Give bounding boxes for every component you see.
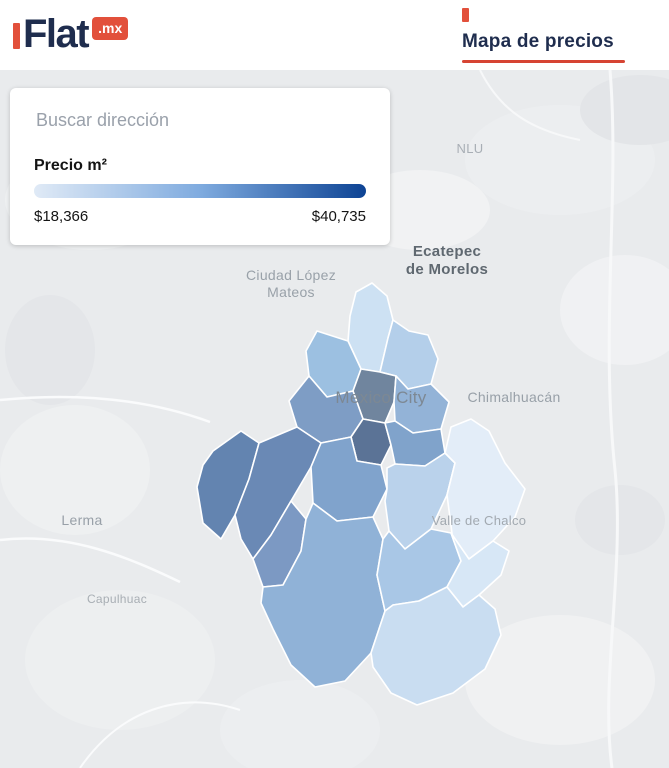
logo-text: Flat — [23, 12, 90, 56]
map-label: Valle de Chalco — [432, 513, 527, 528]
map-region-12[interactable] — [310, 436, 388, 522]
map-region-13[interactable] — [384, 452, 456, 550]
logo-accent-bar — [13, 23, 20, 49]
map-label: NLU — [457, 141, 484, 156]
price-map[interactable]: NLU Ecatepec de Morelos Ciudad López Mateos M… — [0, 70, 669, 768]
nav-title-block: Mapa de precios — [462, 8, 625, 63]
map-region-18[interactable] — [370, 586, 502, 706]
map-region-14[interactable] — [444, 418, 526, 560]
flat-logo[interactable]: Flat .mx — [13, 12, 129, 56]
map-label: Chimalhuacán — [467, 389, 560, 405]
map-region-17[interactable] — [446, 532, 510, 608]
search-legend-card: Precio m² $18,366 $40,735 — [10, 88, 390, 245]
choropleth-layer — [196, 282, 526, 706]
logo-mx-badge: .mx — [92, 17, 129, 40]
map-label: Ciudad López — [246, 267, 336, 283]
legend-title: Precio m² — [34, 157, 107, 174]
map-region-9[interactable] — [196, 430, 260, 540]
map-label: Capulhuac — [87, 592, 147, 606]
legend-gradient — [34, 184, 366, 198]
map-label: Mateos — [267, 284, 315, 300]
page-title[interactable]: Mapa de precios — [462, 31, 614, 52]
header: Flat .mx Mapa de precios — [0, 0, 669, 70]
nav-red-mark-icon — [462, 8, 469, 22]
legend-min-value: $18,366 — [34, 208, 89, 225]
map-background-layer — [0, 70, 669, 768]
legend-max-value: $40,735 — [311, 208, 366, 225]
legend-range: $18,366 $40,735 — [34, 208, 366, 225]
map-label: Mexico City — [335, 388, 426, 407]
nav-active-underline — [462, 60, 625, 63]
search-input[interactable] — [34, 104, 366, 141]
map-label: Lerma — [61, 512, 102, 528]
map-label: Ecatepec — [413, 243, 481, 260]
map-label: de Morelos — [406, 261, 488, 278]
